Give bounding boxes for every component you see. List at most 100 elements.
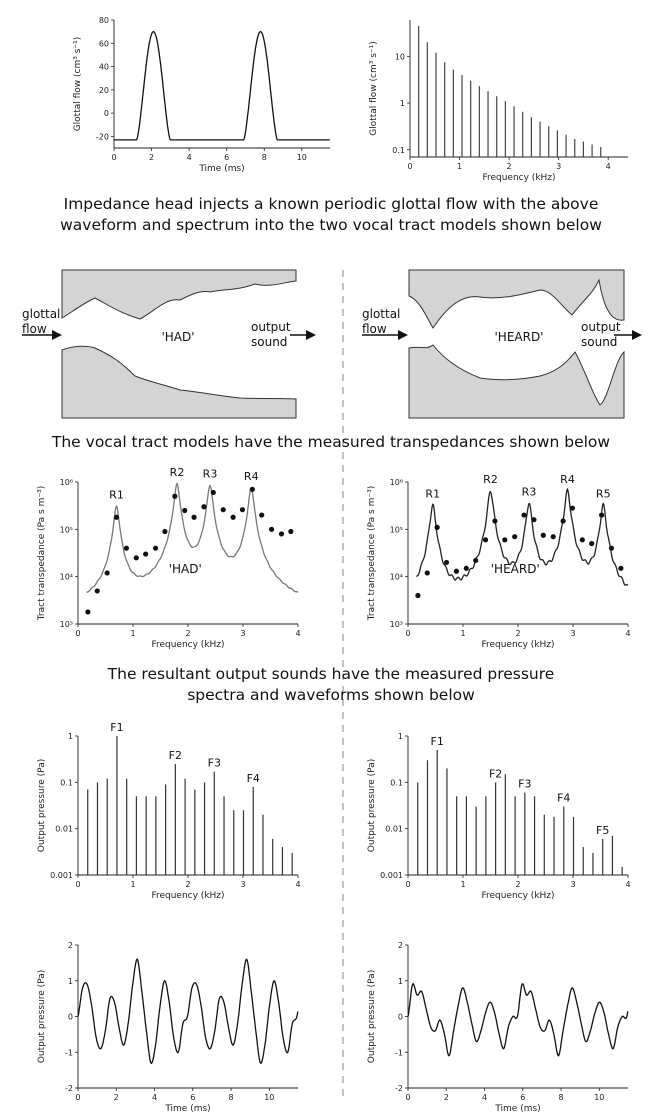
output-waveform-heard-y-tick-label: 0 — [398, 1013, 403, 1022]
glottal-spectrum-x-tick-label: 4 — [606, 162, 611, 171]
output-spectrum-had-formant-label: F2 — [169, 749, 182, 762]
transpedance-heard-measured-point — [521, 512, 527, 518]
tract-had-name: 'HAD' — [161, 330, 194, 344]
output-spectrum-had-y-tick-label: 0.001 — [50, 871, 73, 880]
output-waveform-heard-x-tick-label: 8 — [558, 1093, 563, 1102]
output-waveform-had-chart: 0 2 4 6 8 10 -2 -1 0 1 2 Time (ms) Output pressure (… — [37, 941, 299, 1114]
transpedance-heard-curve — [415, 487, 629, 586]
transpedance-heard-y-tick-label: 10⁶ — [390, 478, 403, 487]
output-waveform-heard-y-tick-label: 1 — [398, 977, 403, 986]
output-waveform-had-x-tick-label: 10 — [264, 1093, 274, 1102]
glottal-waveform-y-tick-label: 60 — [99, 39, 109, 48]
tract-had-glottal-arrowhead — [52, 330, 62, 340]
tract-heard-output-arrowhead — [632, 330, 642, 340]
transpedance-had-curve — [86, 482, 299, 594]
output-spectrum-heard-x-label: Frequency (kHz) — [481, 891, 554, 901]
glottal-spectrum-chart: 0 1 2 3 4 0.1 1 10 Frequency (kHz) Glottal flow (… — [369, 20, 628, 183]
transpedance-had-chart: 0 1 2 3 4 10³ 10⁴ 10⁵ 10⁶ Frequency (kHz) Tract tr… — [37, 466, 301, 650]
caption-transpedance: The vocal tract models have the measured… — [51, 433, 611, 451]
transpedance-had-y-tick-label: 10⁶ — [60, 478, 73, 487]
transpedance-had-measured-point — [269, 526, 275, 532]
tract-model-had: glottal flow 'HAD' output sound — [22, 269, 316, 419]
tract-heard-input-label-2: flow — [362, 322, 387, 336]
output-spectrum-heard-x-tick-label: 3 — [570, 880, 575, 889]
transpedance-had-measured-point — [85, 609, 91, 615]
glottal-waveform-x-label: Time (ms) — [198, 164, 244, 174]
output-waveform-had-x-tick-label: 6 — [190, 1093, 195, 1102]
transpedance-had-measured-point — [259, 512, 265, 518]
glottal-waveform-x-tick-label: 0 — [111, 153, 116, 162]
output-waveform-had-x-label: Time (ms) — [164, 1104, 210, 1114]
transpedance-heard-measured-point — [424, 570, 430, 576]
transpedance-heard-measured-point — [540, 532, 546, 538]
transpedance-had-measured-point — [201, 504, 207, 510]
transpedance-heard-measured-point — [502, 537, 508, 543]
output-spectrum-had-formant-label: F4 — [247, 772, 260, 785]
transpedance-heard-resonance-label: R3 — [522, 486, 537, 499]
output-spectrum-heard-x-tick-label: 2 — [515, 880, 520, 889]
tract-had-upper-wall — [61, 269, 297, 320]
transpedance-heard-y-tick-label: 10⁴ — [390, 573, 403, 582]
transpedance-heard-measured-point — [560, 518, 566, 524]
tract-had-output-arrowhead — [306, 330, 316, 340]
transpedance-heard-x-label: Frequency (kHz) — [481, 640, 554, 650]
transpedance-had-resonance-label: R3 — [203, 467, 218, 480]
transpedance-had-x-tick-label: 0 — [75, 629, 80, 638]
tract-heard-output-label-2: sound — [581, 335, 617, 349]
glottal-spectrum-y-tick-label: 0.1 — [392, 146, 405, 155]
caption-injection-line1: Impedance head injects a known periodic … — [64, 195, 599, 213]
transpedance-had-y-tick-label: 10⁵ — [60, 525, 73, 534]
output-spectrum-heard-y-tick-label: 0.01 — [385, 825, 403, 834]
output-spectrum-had-chart: 0 1 2 3 4 0.001 0.01 0.1 1 Frequency (kHz) Output … — [37, 721, 301, 901]
transpedance-had-measured-point — [191, 514, 197, 520]
output-spectrum-had-y-tick-label: 1 — [68, 732, 73, 741]
output-waveform-heard-y-label: Output pressure (Pa) — [367, 970, 377, 1063]
output-spectrum-had-y-tick-label: 0.01 — [55, 825, 73, 834]
output-spectrum-heard-formant-label: F2 — [489, 767, 502, 780]
output-waveform-had-x-tick-label: 8 — [228, 1093, 233, 1102]
transpedance-heard-x-tick-label: 3 — [570, 629, 575, 638]
tract-heard-lower-wall — [408, 344, 625, 419]
transpedance-had-x-label: Frequency (kHz) — [151, 640, 224, 650]
glottal-waveform-y-tick-label: 20 — [99, 86, 109, 95]
transpedance-had-measured-point — [288, 528, 294, 535]
output-waveform-heard-x-tick-label: 2 — [444, 1093, 449, 1102]
output-waveform-heard-chart: 0 2 4 6 8 10 -2 -1 0 1 2 Time (ms) Output pressure (… — [367, 941, 629, 1114]
output-spectrum-had-y-label: Output pressure (Pa) — [37, 759, 47, 852]
output-waveform-heard-x-tick-label: 0 — [405, 1093, 410, 1102]
glottal-spectrum-x-tick-label: 2 — [507, 162, 512, 171]
transpedance-had-measured-point — [133, 555, 139, 561]
transpedance-heard-resonance-label: R4 — [560, 473, 575, 486]
glottal-waveform-x-tick-label: 8 — [262, 153, 267, 162]
output-spectrum-heard-chart: 0 1 2 3 4 0.001 0.01 0.1 1 Frequency (kHz) Output … — [367, 732, 631, 901]
transpedance-had-measured-point — [94, 588, 100, 594]
output-spectrum-heard-y-tick-label: 0.001 — [380, 871, 403, 880]
transpedance-had-y-tick-label: 10⁴ — [60, 573, 73, 582]
output-spectrum-heard-y-tick-label: 0.1 — [390, 778, 403, 787]
output-waveform-heard-x-tick-label: 10 — [594, 1093, 604, 1102]
transpedance-heard-x-tick-label: 4 — [625, 629, 630, 638]
output-waveform-had-x-tick-label: 2 — [114, 1093, 119, 1102]
transpedance-heard-measured-point — [415, 592, 421, 599]
transpedance-heard-measured-point — [512, 534, 518, 540]
tract-heard-input-label-1: glottal — [362, 307, 400, 321]
transpedance-heard-measured-point — [618, 565, 624, 571]
transpedance-had-measured-point — [172, 493, 178, 499]
transpedance-heard-x-tick-label: 1 — [460, 629, 465, 638]
output-spectrum-had-y-tick-label: 0.1 — [60, 778, 73, 787]
transpedance-heard-resonance-label: R1 — [425, 487, 440, 500]
transpedance-heard-y-tick-label: 10³ — [390, 620, 403, 629]
tract-heard-glottal-arrowhead — [398, 330, 408, 340]
glottal-waveform-y-tick-label: 80 — [99, 16, 109, 25]
caption-output-line2: spectra and waveforms shown below — [187, 686, 475, 704]
glottal-waveform-x-tick-label: 4 — [187, 153, 192, 162]
transpedance-heard-resonance-label: R2 — [483, 473, 498, 486]
transpedance-heard-measured-point — [599, 512, 605, 518]
transpedance-heard-measured-point — [482, 537, 489, 543]
transpedance-heard-measured-point — [473, 557, 479, 564]
transpedance-had-measured-point — [123, 545, 129, 551]
output-spectrum-heard-formant-label: F1 — [431, 735, 444, 748]
output-spectrum-heard-formant-label: F5 — [596, 824, 609, 837]
glottal-spectrum-x-tick-label: 0 — [407, 162, 412, 171]
